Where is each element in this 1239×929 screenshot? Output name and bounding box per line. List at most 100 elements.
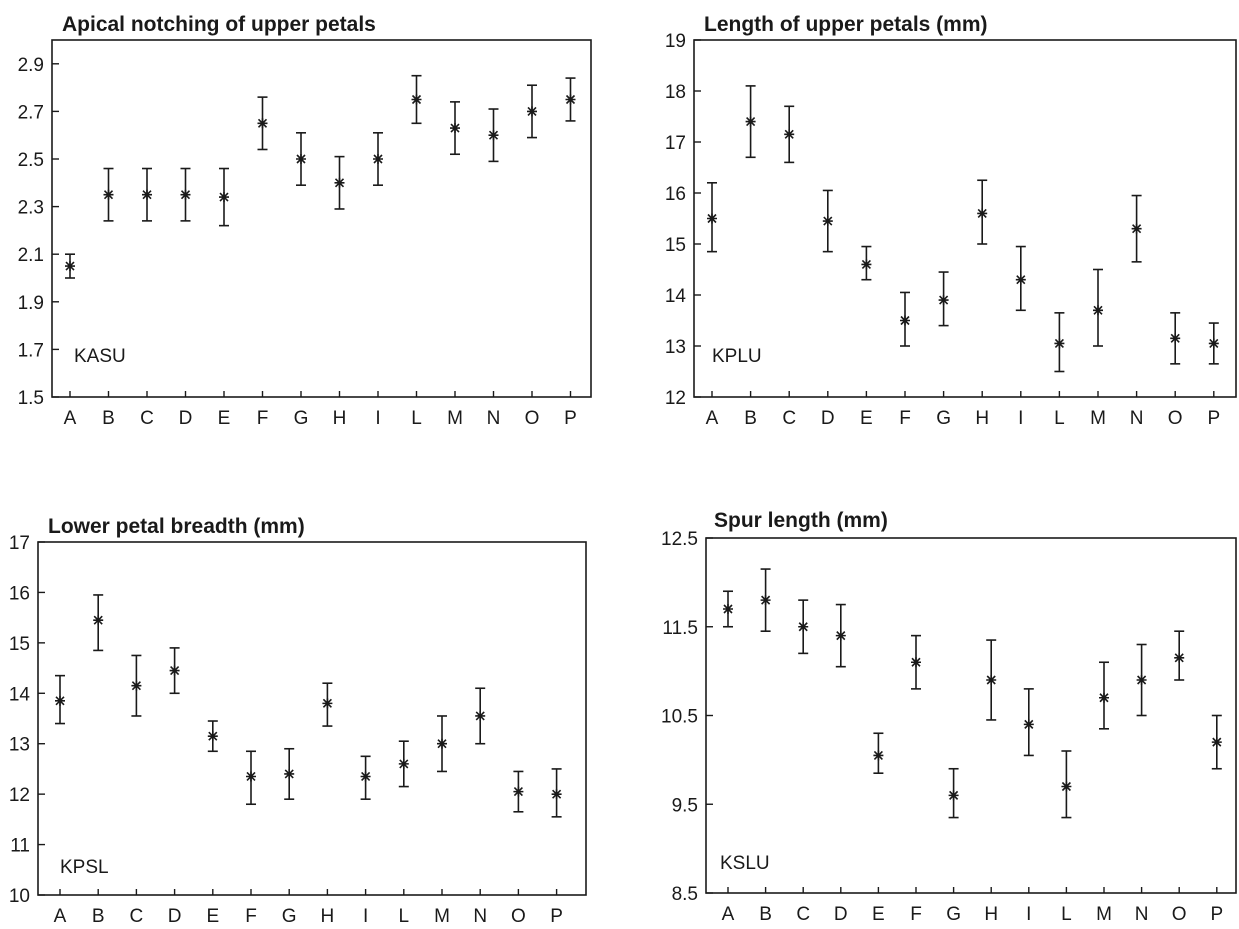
- x-tick-label: M: [447, 408, 463, 429]
- x-tick-label: E: [206, 906, 219, 927]
- mean-point: [322, 698, 333, 709]
- mean-point: [219, 192, 229, 203]
- x-tick-label: F: [899, 408, 911, 429]
- mean-point: [284, 768, 295, 779]
- mean-point: [207, 731, 218, 742]
- x-tick-label: N: [487, 408, 501, 429]
- panel-code-label: KSLU: [720, 853, 770, 874]
- y-tick-label: 14: [665, 286, 687, 307]
- mean-point: [1174, 652, 1185, 663]
- x-tick-label: M: [1096, 904, 1112, 925]
- mean-point: [1131, 223, 1142, 234]
- x-tick-label: C: [130, 906, 144, 927]
- mean-point: [1054, 338, 1065, 349]
- x-tick-label: H: [984, 904, 998, 925]
- mean-point: [911, 657, 921, 668]
- mean-point: [142, 189, 152, 200]
- x-tick-label: M: [434, 906, 450, 927]
- y-tick-label: 19: [665, 31, 686, 52]
- x-tick-label: C: [796, 904, 810, 925]
- x-tick-label: G: [282, 906, 297, 927]
- y-tick-label: 9.5: [672, 795, 698, 816]
- x-tick-label: O: [511, 906, 526, 927]
- mean-point: [169, 665, 180, 676]
- mean-point: [475, 710, 486, 721]
- y-tick-label: 13: [9, 735, 30, 756]
- x-tick-label: D: [821, 408, 835, 429]
- mean-point: [938, 295, 949, 306]
- y-tick-label: 10: [9, 886, 30, 907]
- x-tick-label: A: [706, 408, 719, 429]
- x-tick-label: A: [54, 906, 67, 927]
- plot-frame: [705, 537, 1237, 894]
- mean-point: [1023, 719, 1034, 730]
- y-tick-label: 16: [665, 184, 686, 205]
- mean-point: [977, 208, 988, 219]
- y-tick-label: 14: [9, 684, 31, 705]
- mean-point: [527, 106, 537, 117]
- mean-point: [948, 790, 959, 801]
- y-tick-label: 15: [665, 235, 686, 256]
- x-tick-label: F: [910, 904, 922, 925]
- mean-point: [180, 189, 191, 200]
- panel-title: Spur length (mm): [714, 509, 888, 532]
- mean-point: [1093, 305, 1103, 316]
- x-tick-label: O: [1172, 904, 1187, 925]
- x-tick-label: C: [782, 408, 796, 429]
- mean-point: [551, 789, 562, 800]
- x-tick-label: H: [975, 408, 989, 429]
- y-tick-label: 2.1: [18, 245, 44, 266]
- plot-frame: [693, 39, 1237, 398]
- mean-point: [900, 315, 910, 326]
- y-tick-label: 15: [9, 634, 30, 655]
- y-tick-label: 18: [665, 82, 686, 103]
- mean-point: [257, 118, 268, 129]
- mean-point: [55, 695, 65, 706]
- x-tick-label: B: [744, 408, 757, 429]
- y-tick-label: 17: [9, 533, 30, 554]
- panel-upper-petal-length: Length of upper petals (mm) KPLU 12 13 14 1…: [665, 13, 1237, 429]
- x-tick-label: I: [1026, 904, 1031, 925]
- x-tick-label: D: [179, 408, 193, 429]
- mean-point: [1015, 274, 1026, 285]
- mean-point: [513, 786, 524, 797]
- mean-point: [103, 189, 114, 200]
- x-tick-label: B: [92, 906, 105, 927]
- mean-point: [745, 116, 756, 127]
- x-tick-label: E: [872, 904, 885, 925]
- x-tick-label: E: [860, 408, 873, 429]
- mean-point: [411, 94, 422, 105]
- x-tick-label: H: [321, 906, 335, 927]
- x-tick-label: I: [363, 906, 368, 927]
- mean-point: [861, 259, 872, 270]
- x-tick-label: I: [1018, 408, 1023, 429]
- mean-point: [707, 213, 717, 224]
- y-tick-label: 12: [9, 785, 30, 806]
- y-tick-label: 11.5: [662, 618, 698, 639]
- x-tick-label: L: [1061, 904, 1072, 925]
- x-tick-label: G: [946, 904, 961, 925]
- mean-point: [296, 154, 306, 164]
- x-tick-label: E: [218, 408, 231, 429]
- mean-point: [1170, 333, 1181, 344]
- x-tick-label: P: [1210, 904, 1223, 925]
- x-tick-label: P: [550, 906, 563, 927]
- y-tick-label: 2.7: [18, 102, 44, 123]
- x-tick-label: D: [168, 906, 182, 927]
- mean-point: [723, 604, 733, 614]
- panel-title: Lower petal breadth (mm): [48, 515, 305, 538]
- x-tick-label: I: [375, 408, 380, 429]
- x-tick-label: G: [294, 408, 309, 429]
- panel-spur-length: Spur length (mm) KSLU 8.5 9.5 10.5 11.5 12.5…: [661, 509, 1237, 925]
- panel-code-label: KASU: [74, 346, 126, 367]
- mean-point: [93, 615, 104, 626]
- panel-title: Length of upper petals (mm): [704, 13, 988, 36]
- x-tick-label: H: [333, 408, 347, 429]
- x-tick-label: L: [1054, 408, 1065, 429]
- mean-point: [1208, 338, 1219, 349]
- x-tick-label: G: [936, 408, 951, 429]
- y-tick-label: 2.9: [18, 55, 44, 76]
- mean-point: [65, 261, 75, 272]
- y-tick-label: 2.3: [18, 198, 44, 219]
